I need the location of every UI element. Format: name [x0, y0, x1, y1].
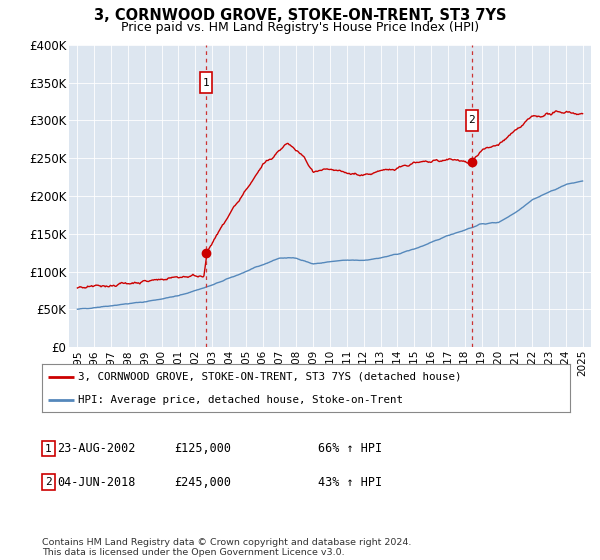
Text: 1: 1 — [45, 444, 52, 454]
Text: Price paid vs. HM Land Registry's House Price Index (HPI): Price paid vs. HM Land Registry's House … — [121, 21, 479, 34]
Text: 04-JUN-2018: 04-JUN-2018 — [57, 475, 136, 489]
Text: HPI: Average price, detached house, Stoke-on-Trent: HPI: Average price, detached house, Stok… — [78, 395, 403, 405]
Text: 43% ↑ HPI: 43% ↑ HPI — [318, 475, 382, 489]
Text: 2: 2 — [469, 115, 475, 125]
Text: 1: 1 — [203, 78, 209, 87]
Text: 23-AUG-2002: 23-AUG-2002 — [57, 442, 136, 455]
Text: 3, CORNWOOD GROVE, STOKE-ON-TRENT, ST3 7YS: 3, CORNWOOD GROVE, STOKE-ON-TRENT, ST3 7… — [94, 8, 506, 24]
Text: £245,000: £245,000 — [174, 475, 231, 489]
Bar — [466, 110, 478, 131]
Text: Contains HM Land Registry data © Crown copyright and database right 2024.
This d: Contains HM Land Registry data © Crown c… — [42, 538, 412, 557]
Text: 2: 2 — [45, 477, 52, 487]
Bar — [200, 72, 212, 93]
Text: 3, CORNWOOD GROVE, STOKE-ON-TRENT, ST3 7YS (detached house): 3, CORNWOOD GROVE, STOKE-ON-TRENT, ST3 7… — [78, 372, 461, 382]
Text: £125,000: £125,000 — [174, 442, 231, 455]
Text: 66% ↑ HPI: 66% ↑ HPI — [318, 442, 382, 455]
